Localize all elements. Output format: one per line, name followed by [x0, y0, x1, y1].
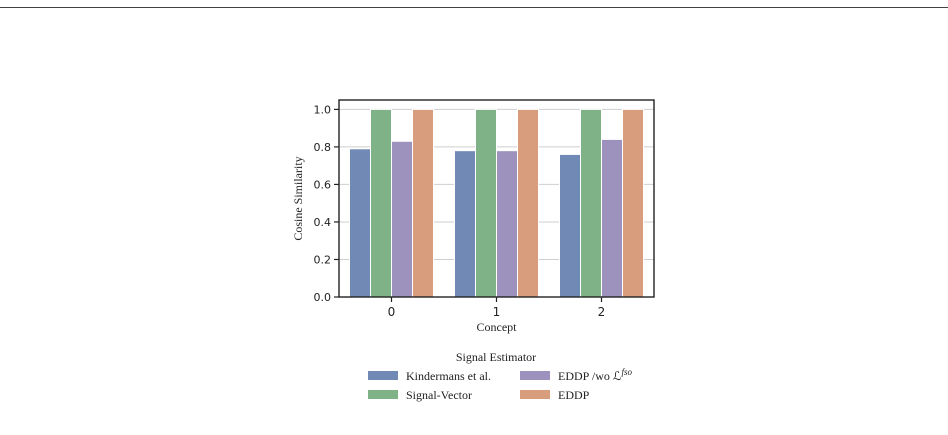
y-tick-label: 1.0 [314, 103, 332, 116]
bar-signal-vector-0 [370, 108, 392, 298]
bar-signal-vector-1 [475, 108, 497, 298]
bars [349, 108, 644, 298]
bar-eddp-2 [622, 108, 644, 298]
y-tick-label: 0.8 [314, 141, 332, 154]
legend-swatch [368, 371, 398, 380]
legend-swatch [368, 390, 398, 399]
legend-swatch [520, 390, 550, 399]
bar-kindermans-et-al--1 [454, 150, 476, 298]
bar-eddp-wo--0 [391, 140, 413, 298]
bar-eddp-0 [412, 108, 434, 298]
legend-swatch [520, 371, 550, 380]
legend-label-superscript: fso [622, 367, 633, 377]
y-tick-label: 0.0 [314, 291, 332, 304]
x-tick-label: 1 [493, 305, 501, 319]
top-rule [0, 7, 948, 8]
legend-label: EDDP [558, 388, 590, 402]
x-tick-label: 0 [388, 305, 396, 319]
y-tick-label: 0.2 [314, 253, 332, 266]
bar-kindermans-et-al--2 [559, 153, 581, 298]
bar-signal-vector-2 [580, 108, 602, 298]
legend-label: EDDP /wo ℒfso [558, 367, 633, 383]
x-tick-label: 2 [598, 305, 606, 319]
bar-eddp-wo--2 [601, 138, 623, 298]
bar-eddp-1 [517, 108, 539, 298]
x-axis: 0 1 2 [388, 297, 606, 319]
legend: Signal Estimator Kindermans et al. Signal… [368, 350, 633, 402]
y-axis: 0.0 0.2 0.4 0.6 0.8 1.0 [314, 103, 339, 304]
legend-label: Kindermans et al. [406, 369, 491, 383]
bar-kindermans-et-al--0 [349, 148, 371, 298]
bar-eddp-wo--1 [496, 150, 518, 298]
y-axis-label: Cosine Similarity [291, 156, 305, 240]
y-tick-label: 0.4 [314, 216, 332, 229]
x-axis-label: Concept [477, 320, 518, 334]
legend-label: Signal-Vector [406, 388, 472, 402]
y-tick-label: 0.6 [314, 178, 332, 191]
legend-title: Signal Estimator [456, 350, 536, 364]
